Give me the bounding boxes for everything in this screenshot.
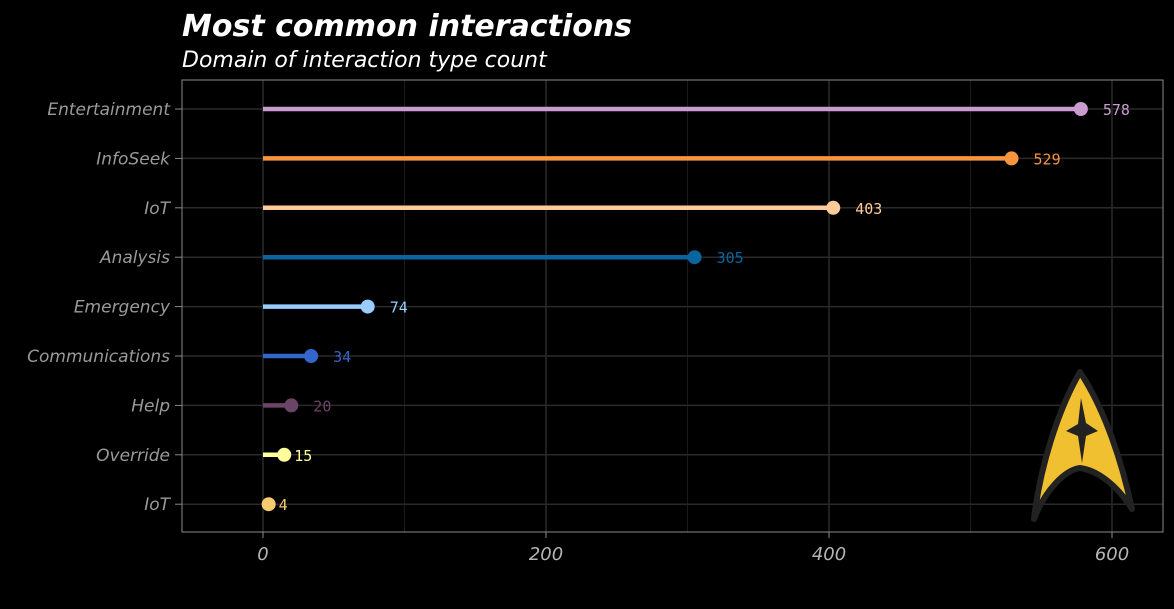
y-tick-label: Help [131, 396, 170, 416]
x-tick-label: 600 [1095, 544, 1129, 565]
data-label: 305 [717, 249, 744, 267]
lollipop-point [261, 497, 276, 512]
lollipop-marks: 578 529 403 305 74 34 20 15 4 [261, 101, 1130, 514]
y-axis-labels: Entertainment InfoSeek IoT Analysis Emergenc… [27, 100, 182, 515]
lollipop-point [1004, 151, 1019, 166]
chart-subtitle: Domain of interaction type count [182, 48, 548, 73]
data-label: 34 [333, 348, 351, 366]
lollipop-point [687, 250, 702, 265]
y-tick-label: InfoSeek [96, 149, 171, 169]
x-tick-label: 200 [529, 544, 563, 565]
starfleet-delta-icon [1031, 369, 1135, 522]
plot-panel-border [181, 79, 1164, 533]
y-tick-label: Override [96, 446, 170, 466]
data-label: 529 [1034, 150, 1061, 168]
y-tick-label: IoT [144, 495, 171, 515]
y-tick-label: Analysis [99, 248, 170, 268]
lollipop-point [277, 447, 292, 462]
data-label: 578 [1103, 101, 1130, 119]
lollipop-point [304, 349, 319, 363]
lollipop-point [360, 299, 375, 314]
data-label: 74 [390, 299, 408, 317]
y-tick-label: Entertainment [47, 100, 171, 120]
chart-title: Most common interactions [182, 9, 632, 44]
lollipop-point [826, 200, 841, 215]
y-tick-label: Emergency [74, 298, 171, 318]
x-tick-label: 400 [812, 544, 846, 565]
data-label: 15 [294, 447, 312, 465]
y-tick-label: IoT [144, 199, 171, 219]
lollipop-point [1073, 102, 1088, 116]
data-label: 4 [279, 496, 288, 514]
data-label: 20 [313, 397, 331, 415]
data-label: 403 [855, 200, 882, 218]
y-tick-label: Communications [27, 347, 170, 367]
x-tick-label: 0 [257, 544, 268, 565]
lollipop-point [284, 398, 299, 413]
x-axis-labels: 0 200 400 600 [257, 532, 1129, 565]
